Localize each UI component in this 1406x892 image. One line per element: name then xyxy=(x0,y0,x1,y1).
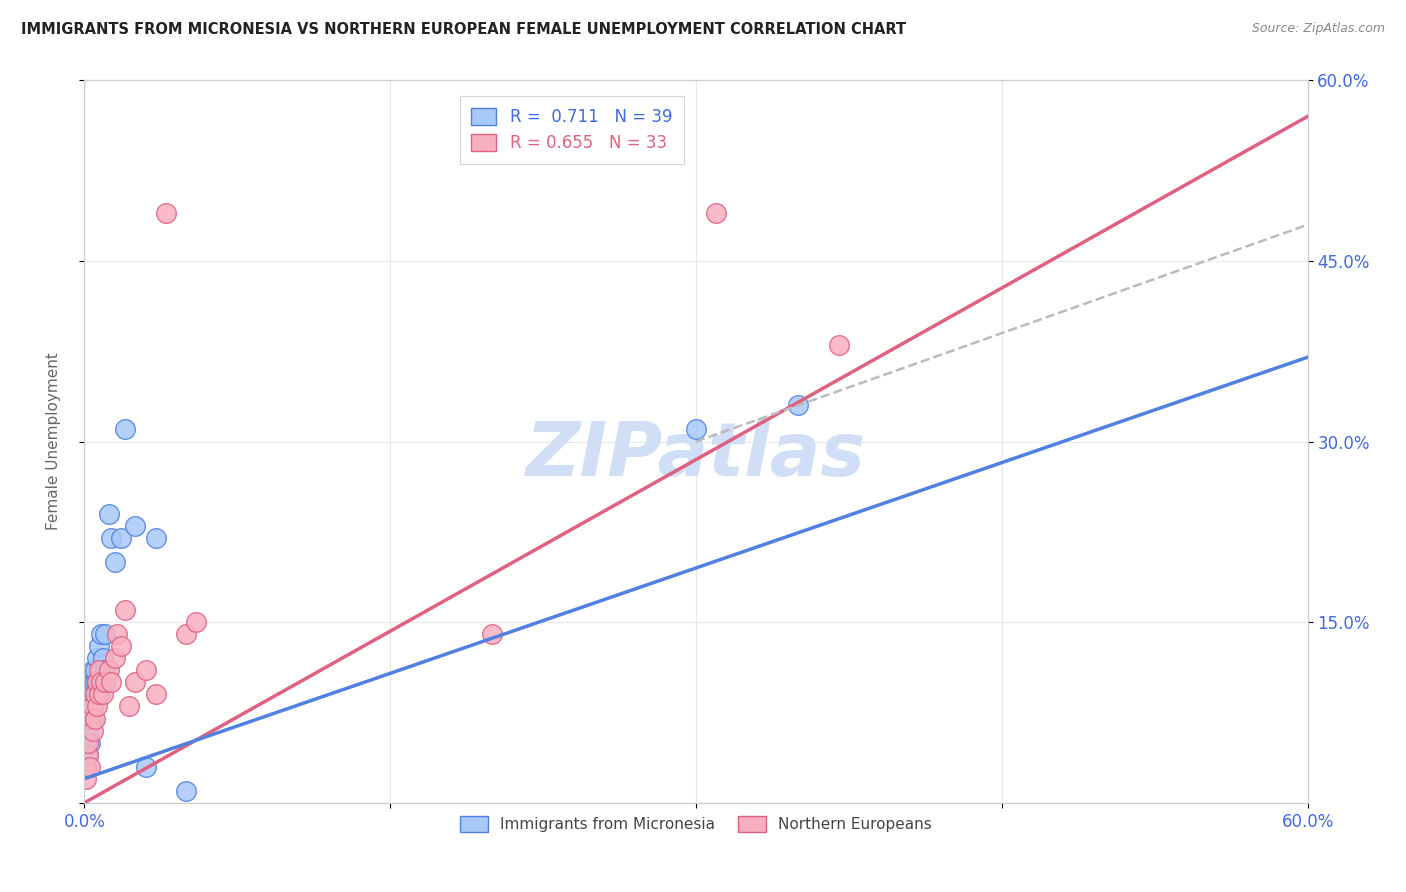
Point xyxy=(75,772,97,786)
Point xyxy=(79,699,101,714)
Point xyxy=(105,627,128,641)
Point xyxy=(186,615,208,630)
Point xyxy=(86,687,108,701)
Point xyxy=(83,675,105,690)
Point xyxy=(104,651,127,665)
Point xyxy=(82,699,104,714)
Point xyxy=(75,747,97,762)
Point xyxy=(828,338,851,352)
Point xyxy=(83,664,105,678)
Point xyxy=(79,712,101,726)
Point xyxy=(77,747,100,762)
Point xyxy=(787,398,810,412)
Point xyxy=(90,675,112,690)
Point xyxy=(114,422,136,436)
Point xyxy=(174,627,197,641)
Point xyxy=(87,639,110,653)
Point xyxy=(77,735,100,749)
Point xyxy=(100,531,122,545)
Point xyxy=(145,687,167,701)
Point xyxy=(82,699,104,714)
Text: Source: ZipAtlas.com: Source: ZipAtlas.com xyxy=(1251,22,1385,36)
Point xyxy=(706,205,728,219)
Point xyxy=(685,422,707,436)
Point xyxy=(93,675,115,690)
Point xyxy=(75,735,97,749)
Point xyxy=(77,699,100,714)
Point xyxy=(83,712,105,726)
Point xyxy=(104,555,127,569)
Point xyxy=(87,664,110,678)
Point xyxy=(145,531,167,545)
Point xyxy=(82,712,104,726)
Point xyxy=(93,664,115,678)
Point xyxy=(86,651,108,665)
Point xyxy=(77,747,100,762)
Point xyxy=(135,760,157,774)
Point xyxy=(79,760,101,774)
Point xyxy=(75,760,97,774)
Point xyxy=(135,664,157,678)
Point xyxy=(114,603,136,617)
Point xyxy=(118,699,141,714)
Point xyxy=(110,639,132,653)
Point xyxy=(82,723,104,738)
Point xyxy=(86,675,108,690)
Point xyxy=(100,675,122,690)
Point xyxy=(124,675,146,690)
Point xyxy=(83,687,105,701)
Point xyxy=(77,712,100,726)
Point xyxy=(91,687,114,701)
Point xyxy=(97,507,120,521)
Point xyxy=(87,675,110,690)
Text: ZIPatlas: ZIPatlas xyxy=(526,419,866,492)
Point xyxy=(79,687,101,701)
Point xyxy=(481,627,503,641)
Point xyxy=(91,651,114,665)
Point xyxy=(86,675,108,690)
Point xyxy=(82,664,104,678)
Point xyxy=(87,687,110,701)
Text: IMMIGRANTS FROM MICRONESIA VS NORTHERN EUROPEAN FEMALE UNEMPLOYMENT CORRELATION : IMMIGRANTS FROM MICRONESIA VS NORTHERN E… xyxy=(21,22,907,37)
Point xyxy=(174,784,197,798)
Point xyxy=(79,735,101,749)
Point xyxy=(83,687,105,701)
Point xyxy=(86,699,108,714)
Y-axis label: Female Unemployment: Female Unemployment xyxy=(46,352,60,531)
Point xyxy=(75,760,97,774)
Point xyxy=(93,627,115,641)
Point xyxy=(97,664,120,678)
Point xyxy=(110,531,132,545)
Point xyxy=(79,712,101,726)
Point xyxy=(90,664,112,678)
Point xyxy=(77,723,100,738)
Point xyxy=(155,205,177,219)
Point xyxy=(124,518,146,533)
Legend: Immigrants from Micronesia, Northern Europeans: Immigrants from Micronesia, Northern Eur… xyxy=(454,810,938,838)
Point xyxy=(90,627,112,641)
Point xyxy=(82,675,104,690)
